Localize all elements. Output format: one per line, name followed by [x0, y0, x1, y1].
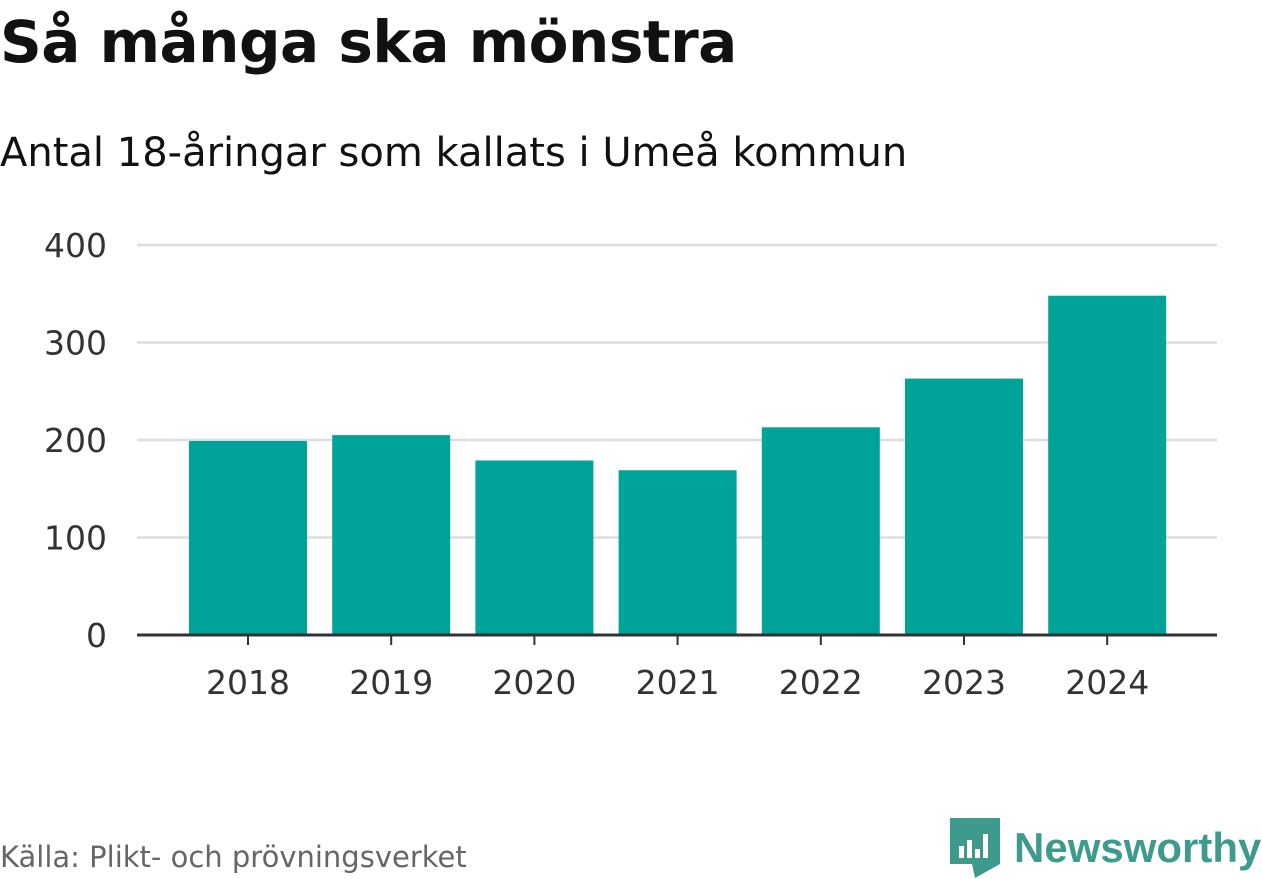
x-tick-label: 2022: [779, 663, 863, 702]
y-tick-label: 300: [44, 324, 107, 363]
bar: [1048, 295, 1167, 635]
chart-title: Så många ska mönstra: [0, 8, 737, 76]
bar: [475, 460, 594, 635]
y-tick-label: 0: [86, 616, 107, 655]
x-tick-label: 2023: [922, 663, 1006, 702]
x-tick-label: 2020: [492, 663, 576, 702]
bar: [618, 470, 737, 635]
x-tick-label: 2018: [206, 663, 290, 702]
bar: [761, 427, 880, 635]
chart-subtitle: Antal 18-åringar som kallats i Umeå komm…: [0, 130, 908, 176]
x-tick-label: 2019: [349, 663, 433, 702]
y-tick-label: 100: [44, 519, 107, 558]
newsworthy-logo-icon: [950, 818, 1000, 878]
x-tick-label: 2021: [636, 663, 720, 702]
bar: [905, 378, 1023, 635]
x-tick-label: 2024: [1065, 663, 1149, 702]
brand-name: Newsworthy: [1014, 824, 1262, 871]
bar: [332, 435, 451, 635]
source-note: Källa: Plikt- och prövningsverket: [0, 840, 467, 874]
y-tick-label: 200: [44, 421, 107, 460]
y-tick-label: 400: [44, 226, 107, 265]
bar: [189, 440, 307, 635]
brand-logo[interactable]: Newsworthy: [950, 818, 1261, 878]
